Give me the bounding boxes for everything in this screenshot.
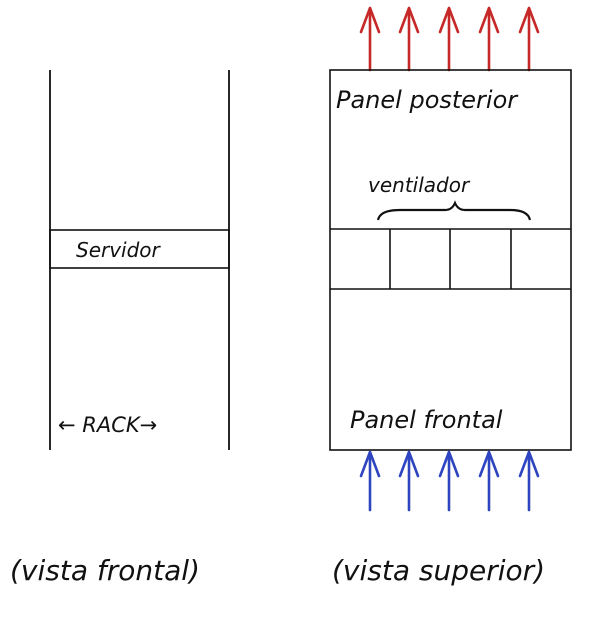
intake-arrow — [438, 450, 460, 512]
exhaust-arrow — [518, 6, 540, 72]
intake-arrows — [359, 450, 540, 512]
exhaust-arrow — [438, 6, 460, 72]
front-view-caption: (vista frontal) — [10, 554, 200, 587]
intake-arrow — [359, 450, 381, 512]
fan-row — [330, 228, 571, 290]
rear-panel-label: Panel posterior — [336, 86, 519, 114]
server-label: Servidor — [76, 238, 162, 262]
exhaust-arrows — [359, 6, 540, 72]
fans-brace — [376, 200, 532, 221]
server-unit — [49, 229, 230, 269]
rack-label: ← RACK→ — [58, 413, 157, 437]
intake-arrow — [518, 450, 540, 512]
server-top-outline — [329, 69, 572, 451]
intake-arrow — [398, 450, 420, 512]
top-view: Panel posterior ventilador Panel frontal… — [329, 6, 572, 587]
intake-arrow — [478, 450, 500, 512]
front-view: Servidor ← RACK→ (vista frontal) — [10, 70, 230, 587]
fans-label: ventilador — [368, 173, 471, 197]
top-view-caption: (vista superior) — [332, 554, 545, 587]
exhaust-arrow — [359, 6, 381, 72]
exhaust-arrow — [478, 6, 500, 72]
exhaust-arrow — [398, 6, 420, 72]
front-panel-label: Panel frontal — [350, 406, 503, 434]
